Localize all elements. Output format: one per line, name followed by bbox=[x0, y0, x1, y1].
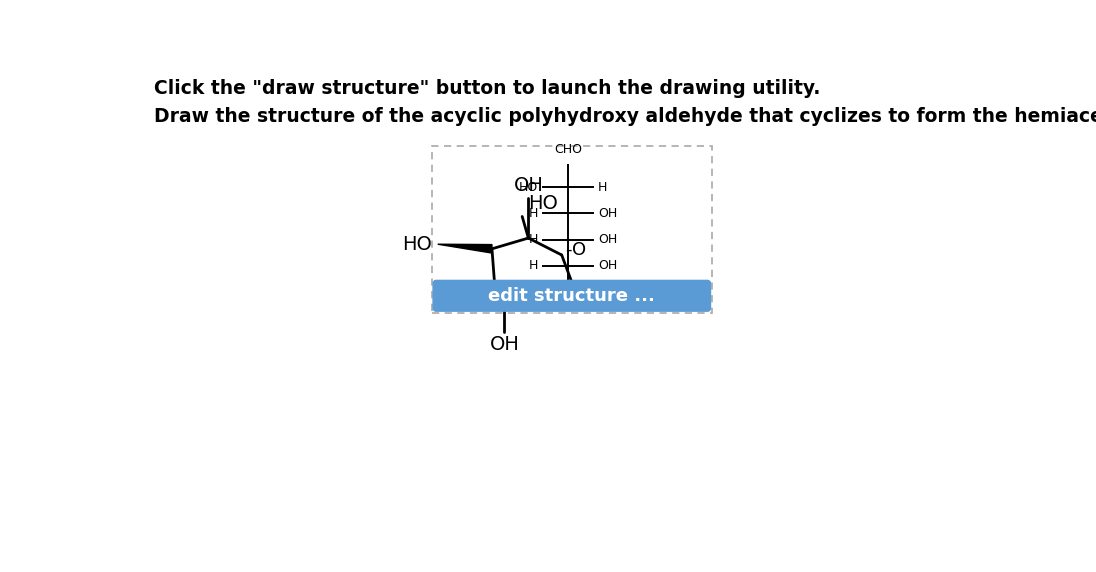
Text: H: H bbox=[528, 207, 538, 220]
Text: HO: HO bbox=[401, 235, 432, 254]
Text: Click the "draw structure" button to launch the drawing utility.: Click the "draw structure" button to lau… bbox=[155, 80, 821, 98]
Text: H: H bbox=[528, 233, 538, 246]
Text: OH: OH bbox=[617, 291, 648, 310]
Text: HO: HO bbox=[518, 181, 538, 194]
Text: H: H bbox=[528, 259, 538, 272]
Polygon shape bbox=[437, 244, 492, 253]
Bar bbox=[432, 146, 712, 313]
Text: CHO: CHO bbox=[553, 144, 582, 156]
Text: H: H bbox=[598, 181, 607, 194]
FancyBboxPatch shape bbox=[433, 280, 710, 311]
Text: OH: OH bbox=[598, 207, 617, 220]
Text: OH: OH bbox=[598, 233, 617, 246]
Text: OH: OH bbox=[598, 259, 617, 272]
Text: Draw the structure of the acyclic polyhydroxy aldehyde that cyclizes to form the: Draw the structure of the acyclic polyhy… bbox=[155, 107, 1096, 126]
Text: -O: -O bbox=[564, 241, 586, 259]
Text: OH: OH bbox=[513, 176, 544, 195]
Text: HO: HO bbox=[528, 194, 558, 213]
Text: CH₂OH: CH₂OH bbox=[547, 296, 589, 309]
Text: OH: OH bbox=[490, 335, 520, 354]
Text: edit structure ...: edit structure ... bbox=[489, 287, 655, 305]
